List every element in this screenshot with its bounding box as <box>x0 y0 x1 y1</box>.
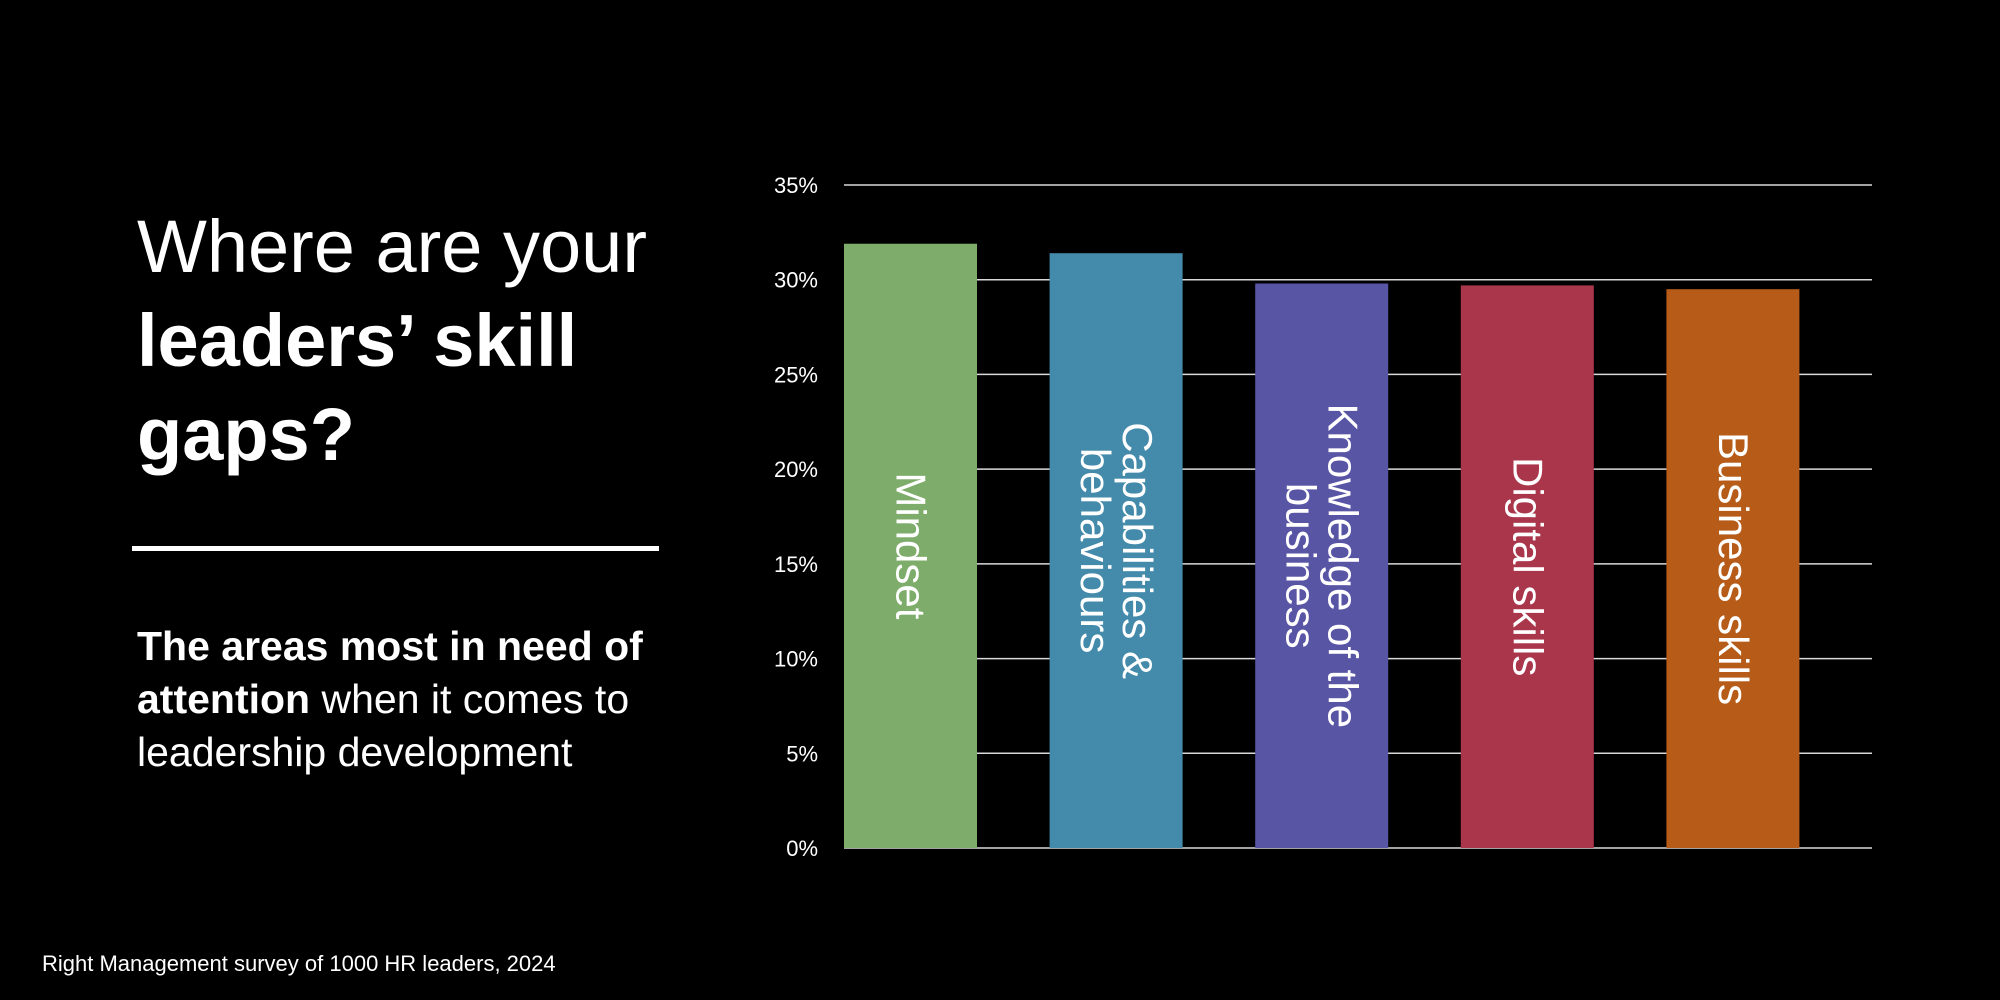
subtitle: The areas most in need of attention when… <box>137 620 697 779</box>
bar <box>1049 253 1183 849</box>
bar-labels: Mindset Capabilities &behaviours Knowledge… <box>888 403 1757 728</box>
title-line-3: gaps? <box>137 393 355 476</box>
bar-label: Capabilities &behaviours <box>1072 422 1161 679</box>
title-line-2: leaders’ skill <box>137 299 578 382</box>
y-tick-label: 30% <box>774 268 818 293</box>
subtitle-bold: The areas most in need of attention <box>137 623 643 722</box>
bar-label: Digital skills <box>1504 457 1551 676</box>
y-tick-label: 20% <box>774 457 818 482</box>
bar <box>1255 283 1389 848</box>
bar-label: Business skills <box>1710 432 1757 705</box>
bar-label: Mindset <box>888 472 935 619</box>
bar-label-line: business <box>1278 483 1325 649</box>
y-tick-label: 5% <box>786 741 818 766</box>
y-axis-ticks: 0% 5% 10% 15% 20% 25% 30% 35% <box>774 173 818 861</box>
bar <box>1666 289 1800 849</box>
y-tick-label: 10% <box>774 647 818 672</box>
source-note: Right Management survey of 1000 HR leade… <box>42 951 556 976</box>
y-tick-label: 35% <box>774 173 818 198</box>
y-tick-label: 0% <box>786 836 818 861</box>
bar-label-line: Knowledge of the <box>1320 403 1367 728</box>
bar-label-line: behaviours <box>1072 448 1119 653</box>
page-title: Where are your leaders’ skill gaps? <box>137 200 737 482</box>
bars <box>844 243 1800 849</box>
y-tick-label: 25% <box>774 362 818 387</box>
bar-label: Knowledge of thebusiness <box>1278 403 1367 728</box>
bar-label-line: Mindset <box>888 472 935 619</box>
title-line-1: Where are your <box>137 205 647 288</box>
y-tick-label: 15% <box>774 552 818 577</box>
bar <box>1460 285 1594 848</box>
bar-label-line: Capabilities & <box>1114 422 1161 679</box>
title-divider <box>132 546 659 551</box>
bar-label-line: Business skills <box>1710 432 1757 705</box>
subtitle-rest: when it comes to leadership development <box>137 676 630 775</box>
bar-label-line: Digital skills <box>1504 457 1551 676</box>
bar <box>844 243 977 849</box>
